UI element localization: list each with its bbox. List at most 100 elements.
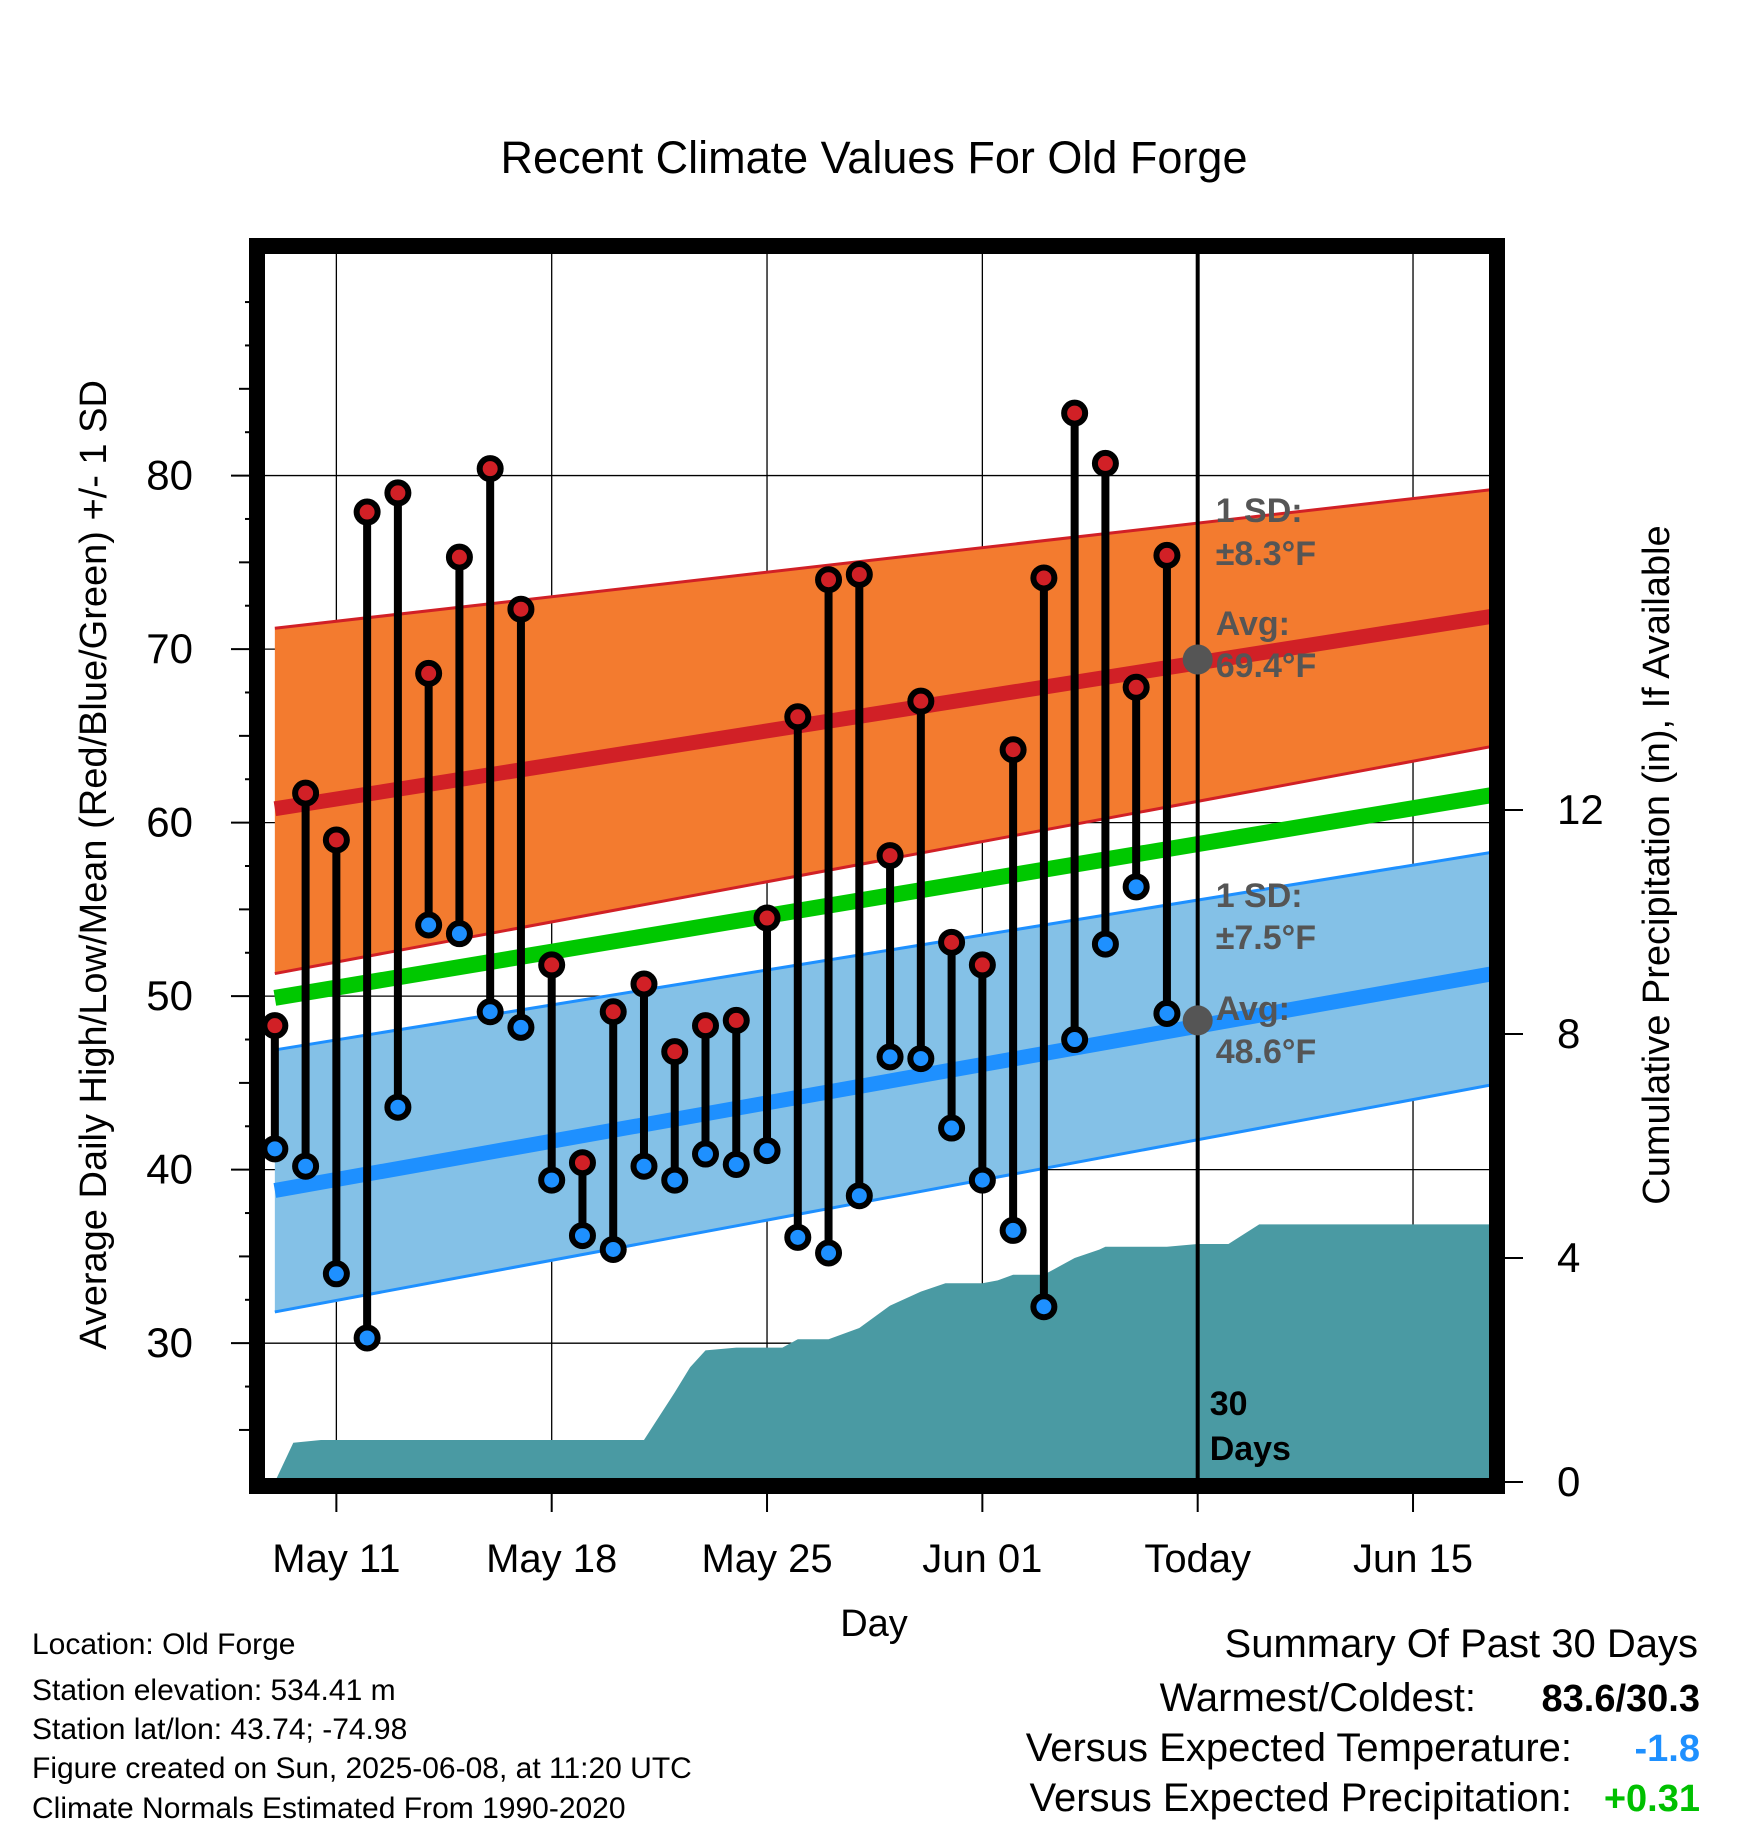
daily-low-point (599, 1235, 627, 1263)
y2-tick-label: 8 (1557, 1010, 1580, 1057)
daily-low-point (692, 1140, 720, 1168)
low-avg-marker (1182, 1005, 1213, 1036)
summary-temp-label: Versus Expected Temperature: (1025, 1726, 1572, 1770)
daily-high-point (876, 842, 904, 870)
footer-location: Location: Old Forge (32, 1628, 296, 1661)
daily-low-point (815, 1239, 843, 1267)
daily-low-point (353, 1324, 381, 1352)
daily-low-point (907, 1045, 935, 1073)
daily-high-point (907, 687, 935, 715)
normal-high-band (274, 489, 1493, 974)
low-sd-label: 1 SD: (1216, 877, 1303, 915)
high-avg-label: Avg: (1216, 605, 1290, 643)
daily-low-point (261, 1135, 289, 1163)
normal-low-band-lower-edge (274, 1083, 1493, 1314)
daily-low-point (661, 1166, 689, 1194)
daily-high-point (815, 566, 843, 594)
x-tick-label: Jun 01 (922, 1537, 1042, 1581)
daily-high-point (599, 998, 627, 1026)
daily-low-point (876, 1043, 904, 1071)
y2-tick-label: 12 (1557, 786, 1604, 833)
daily-low-point (415, 911, 443, 939)
y2-tick-label: 0 (1557, 1458, 1580, 1505)
high-avg-marker (1182, 644, 1213, 675)
daily-low-point (445, 920, 473, 948)
daily-high-point (938, 928, 966, 956)
chart-title: Recent Climate Values For Old Forge (501, 132, 1248, 183)
daily-high-point (568, 1149, 596, 1177)
daily-high-point (1030, 564, 1058, 592)
daily-high-point (507, 595, 535, 623)
daily-high-point (261, 1012, 289, 1040)
daily-high-point (661, 1038, 689, 1066)
footer-elevation: Station elevation: 534.41 m (32, 1674, 396, 1707)
daily-high-point (415, 659, 443, 687)
daily-high-point (722, 1006, 750, 1034)
daily-low-point (1091, 930, 1119, 958)
footer-created: Figure created on Sun, 2025-06-08, at 11… (32, 1752, 692, 1785)
daily-low-point (845, 1182, 873, 1210)
precip-area (274, 1224, 1493, 1482)
daily-low-point (1061, 1026, 1089, 1054)
daily-low-point (322, 1260, 350, 1288)
daily-high-point (1122, 673, 1150, 701)
daily-high-point (384, 479, 412, 507)
daily-low-point (1030, 1293, 1058, 1321)
daily-low-point (999, 1216, 1027, 1244)
x-tick-label: May 11 (272, 1537, 400, 1581)
high-avg-value: 69.4°F (1216, 647, 1317, 685)
daily-low-point (384, 1093, 412, 1121)
x-axis-label: Day (840, 1603, 908, 1645)
daily-low-point (538, 1166, 566, 1194)
daily-high-point (692, 1012, 720, 1040)
low-avg-label: Avg: (1216, 990, 1290, 1028)
daily-low-point (938, 1114, 966, 1142)
x-tick-label: Jun 15 (1353, 1537, 1473, 1581)
plot-frame (249, 238, 1505, 1494)
daily-high-point (322, 826, 350, 854)
low-avg-value: 48.6°F (1216, 1033, 1317, 1071)
y-tick-label: 30 (146, 1319, 193, 1366)
summary-warmest-value: 83.6/30.3 (1541, 1678, 1700, 1720)
footer-latlon: Station lat/lon: 43.74; -74.98 (32, 1713, 408, 1746)
summary-precip-value: +0.31 (1603, 1778, 1700, 1820)
daily-low-point (968, 1166, 996, 1194)
daily-low-point (292, 1152, 320, 1180)
x-tick-label: May 18 (486, 1537, 617, 1581)
x-tick-label: May 25 (701, 1537, 832, 1581)
normal-low-line (273, 966, 1493, 1198)
daily-high-point (753, 904, 781, 932)
daily-high-point (353, 498, 381, 526)
daily-high-point (476, 455, 504, 483)
daily-low-point (722, 1150, 750, 1178)
daily-high-point (538, 951, 566, 979)
normal-high-line (273, 608, 1493, 817)
y2-tick-label: 4 (1557, 1234, 1580, 1281)
daily-high-point (630, 970, 658, 998)
normal-mean-line (273, 786, 1493, 1006)
daily-high-point (999, 736, 1027, 764)
daily-high-point (445, 543, 473, 571)
y-tick-label: 60 (146, 799, 193, 846)
y-tick-label: 70 (146, 625, 193, 672)
y-tick-label: 50 (146, 972, 193, 1019)
days-label-number: 30 (1210, 1385, 1248, 1423)
summary-precip-label: Versus Expected Precipitation: (1029, 1776, 1572, 1820)
daily-low-point (630, 1152, 658, 1180)
y-axis-label-right: Cumulative Precipitation (in), If Availa… (1636, 525, 1678, 1204)
x-tick-label: Today (1144, 1537, 1251, 1581)
days-label-word: Days (1210, 1430, 1291, 1468)
daily-high-point (1061, 399, 1089, 427)
daily-low-point (1122, 873, 1150, 901)
daily-high-point (1091, 449, 1119, 477)
high-sd-value: ±8.3°F (1216, 535, 1316, 573)
daily-high-point (845, 560, 873, 588)
y-tick-label: 80 (146, 452, 193, 499)
daily-high-point (784, 703, 812, 731)
summary-heading: Summary Of Past 30 Days (1224, 1622, 1698, 1666)
summary-temp-value: -1.8 (1634, 1728, 1700, 1770)
daily-low-point (507, 1013, 535, 1041)
footer-normals: Climate Normals Estimated From 1990-2020 (32, 1792, 626, 1825)
daily-low-point (784, 1223, 812, 1251)
